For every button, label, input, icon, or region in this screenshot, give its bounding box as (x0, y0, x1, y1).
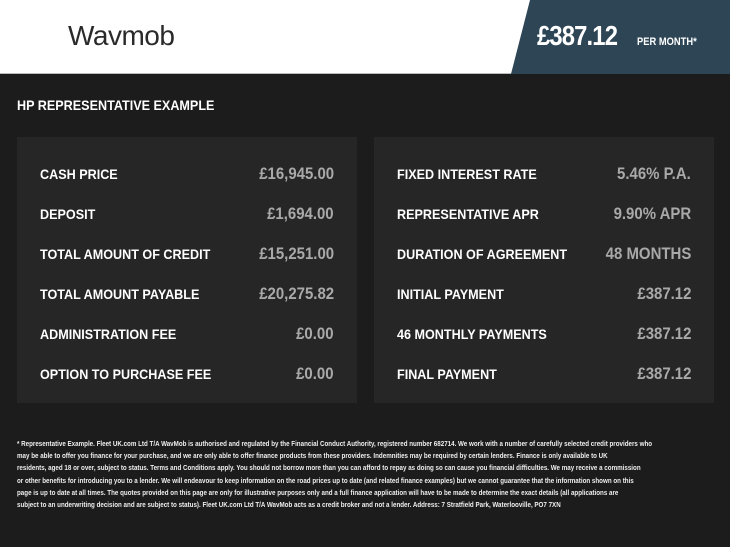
finance-value: £0.00 (296, 324, 334, 343)
finance-value: £15,251.00 (259, 244, 334, 263)
disclaimer: * Representative Example. Fleet UK.com L… (17, 438, 730, 511)
finance-value: £1,694.00 (267, 204, 334, 223)
finance-label: DURATION OF AGREEMENT (397, 246, 568, 262)
left-panel: CASH PRICE £16,945.00 DEPOSIT £1,694.00 TOTA… (17, 137, 357, 403)
finance-row: FINAL PAYMENT £387.12 (397, 364, 691, 384)
per-month-label: PER MONTH* (637, 36, 697, 48)
finance-value: £20,275.82 (259, 284, 334, 303)
finance-label: REPRESENTATIVE APR (397, 206, 539, 222)
disclaimer-line: subject to an underwriting decision and … (17, 499, 561, 509)
disclaimer-line: may be able to offer you finance for you… (17, 451, 608, 461)
monthly-price: £387.12 (537, 20, 618, 51)
finance-row: 46 MONTHLY PAYMENTS £387.12 (397, 324, 691, 344)
section-title: HP REPRESENTATIVE EXAMPLE (17, 97, 215, 113)
disclaimer-line: * Representative Example. Fleet UK.com L… (17, 439, 653, 448)
finance-row: OPTION TO PURCHASE FEE £0.00 (40, 364, 334, 384)
right-panel: FIXED INTEREST RATE 5.46% P.A. REPRESENTAT… (374, 137, 714, 403)
finance-row: ADMINISTRATION FEE £0.00 (40, 324, 334, 344)
finance-value: 9.90% APR (613, 204, 691, 223)
finance-label: OPTION TO PURCHASE FEE (40, 366, 212, 382)
monthly-price-banner (511, 0, 730, 74)
finance-value: £0.00 (296, 364, 334, 383)
finance-value: £387.12 (636, 324, 691, 343)
finance-row: FIXED INTEREST RATE 5.46% P.A. (397, 164, 691, 184)
finance-row: REPRESENTATIVE APR 9.90% APR (397, 204, 691, 224)
disclaimer-line: residents, aged 18 or over, subject to s… (17, 463, 641, 473)
finance-label: INITIAL PAYMENT (397, 286, 504, 302)
finance-row: CASH PRICE £16,945.00 (40, 164, 334, 184)
finance-row: TOTAL AMOUNT PAYABLE £20,275.82 (40, 284, 334, 304)
finance-row: INITIAL PAYMENT £387.12 (397, 284, 691, 304)
finance-label: FINAL PAYMENT (397, 366, 497, 382)
finance-label: DEPOSIT (40, 206, 96, 222)
finance-label: TOTAL AMOUNT OF CREDIT (40, 246, 211, 262)
finance-label: CASH PRICE (40, 166, 118, 182)
finance-label: 46 MONTHLY PAYMENTS (397, 326, 547, 342)
finance-row: DEPOSIT £1,694.00 (40, 204, 334, 224)
finance-row: DURATION OF AGREEMENT 48 MONTHS (397, 244, 691, 264)
finance-label: TOTAL AMOUNT PAYABLE (40, 286, 200, 302)
finance-value: 48 MONTHS (605, 244, 691, 263)
disclaimer-line: page is up to date at all times. The quo… (17, 487, 619, 497)
finance-label: ADMINISTRATION FEE (40, 326, 177, 342)
finance-row: TOTAL AMOUNT OF CREDIT £15,251.00 (40, 244, 334, 264)
finance-value: 5.46% P.A. (617, 164, 691, 183)
finance-value: £387.12 (636, 284, 691, 303)
finance-value: £387.12 (636, 364, 691, 383)
finance-label: FIXED INTEREST RATE (397, 166, 537, 182)
finance-value: £16,945.00 (259, 164, 334, 183)
disclaimer-line: or other benefits for introducing you to… (17, 475, 634, 485)
logo: Wavmob (68, 20, 175, 51)
